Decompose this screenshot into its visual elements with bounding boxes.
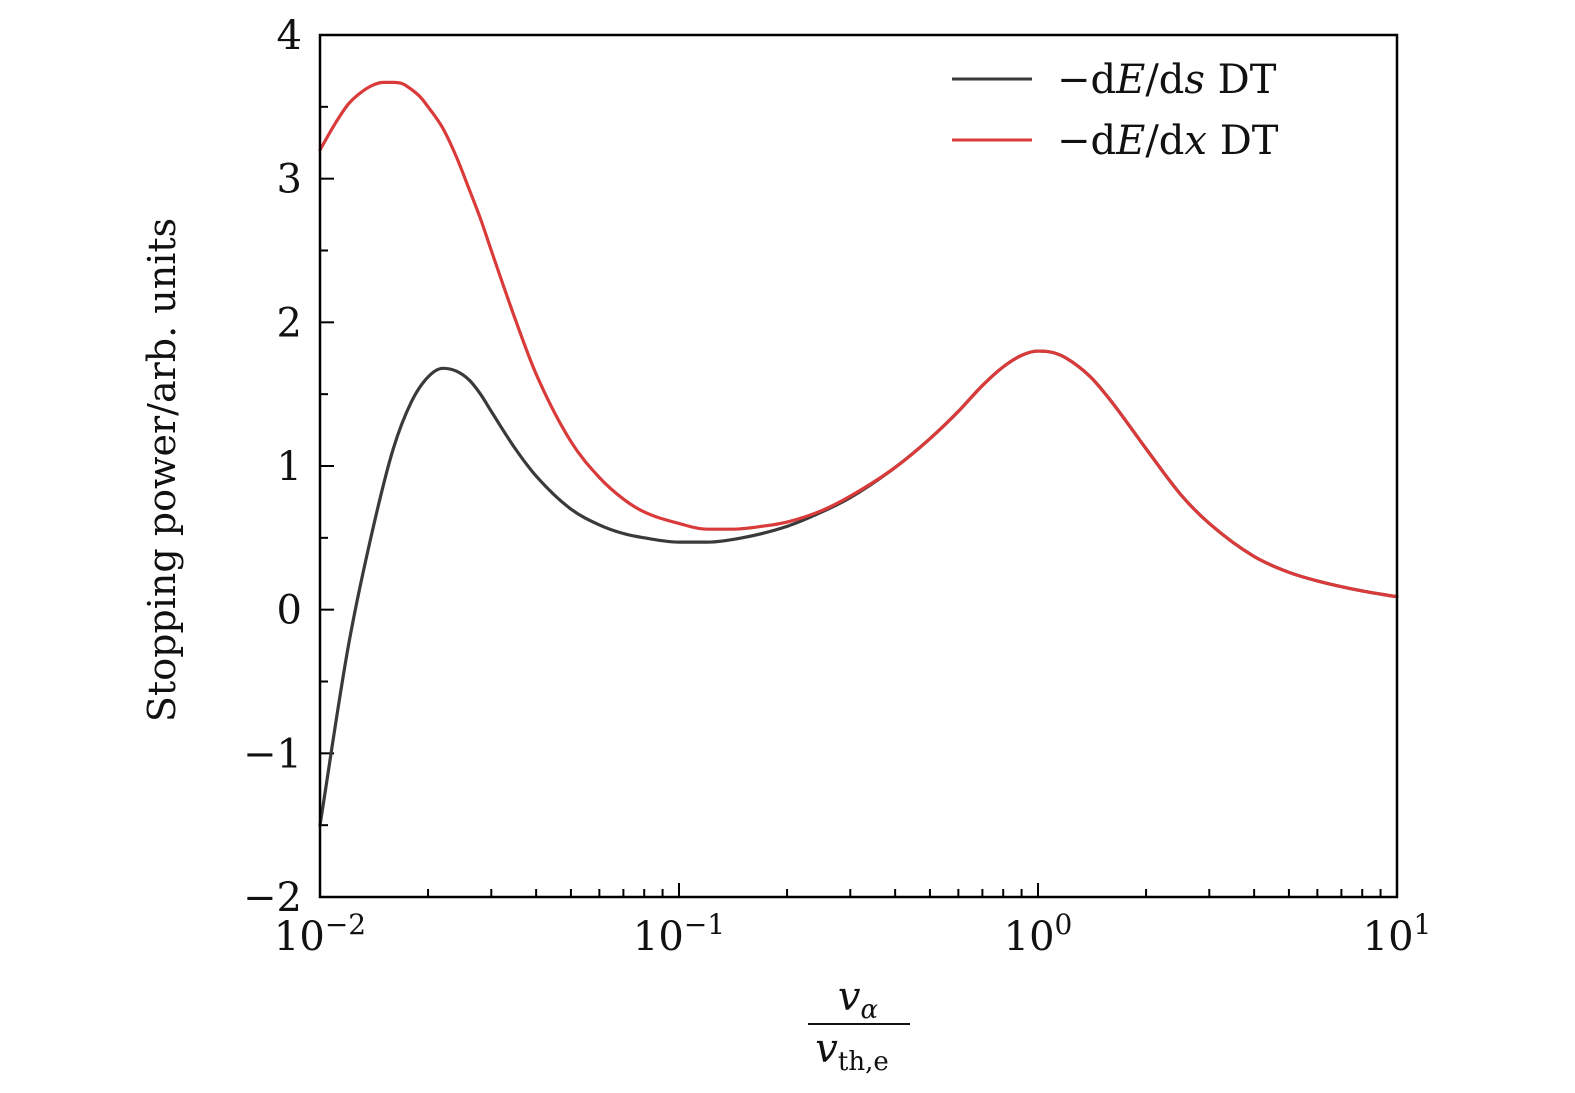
y-axis-label: Stopping power/arb. units (140, 218, 184, 722)
x-tick-label: 10−1 (633, 908, 725, 960)
y-tick-label: 3 (277, 157, 302, 203)
legend-dx-prefix: −d (1057, 118, 1116, 164)
x-label-denominator: v (815, 1026, 838, 1072)
y-tick-labels: −2 −1 0 1 2 3 4 (243, 13, 302, 921)
legend-ds-prefix: −d (1057, 57, 1116, 103)
x-tick-labels: 10−2 10−1 100 101 (274, 908, 1431, 960)
y-tick-label: 4 (277, 13, 302, 59)
series-line-ds (318, 349, 1399, 827)
plot-frame (318, 33, 1399, 899)
y-tick-label: 0 (277, 588, 302, 634)
legend-ds-var2: s (1184, 57, 1205, 103)
x-tick-label: 100 (1004, 908, 1073, 960)
y-tick-label: 1 (277, 444, 302, 490)
x-axis-label: vα vth,e (808, 974, 910, 1077)
legend-dx-suffix: DT (1207, 118, 1279, 164)
x-tick-label: 10−2 (274, 908, 366, 960)
x-label-numerator-sub: α (861, 995, 879, 1025)
y-tick-label: −1 (243, 731, 302, 777)
y-tick-label: −2 (243, 875, 302, 921)
series-layer (318, 80, 1399, 827)
legend-dx-var1: E (1115, 118, 1145, 164)
legend-item-dx: −dE/dx DT (952, 118, 1279, 164)
legend-dx-mid: /d (1145, 118, 1184, 164)
legend-ds-suffix: DT (1205, 57, 1277, 103)
svg-text:−dE/dx DT: −dE/dx DT (1057, 118, 1279, 164)
legend: −dE/ds DT −dE/dx DT (952, 57, 1279, 164)
x-label-numerator: v (838, 974, 861, 1020)
series-line-dx (318, 80, 1399, 599)
y-tick-label: 2 (277, 300, 302, 346)
legend-dx-var2: x (1184, 118, 1207, 164)
svg-text:vα: vα (838, 974, 879, 1025)
svg-text:−dE/ds DT: −dE/ds DT (1057, 57, 1277, 103)
legend-item-ds: −dE/ds DT (952, 57, 1277, 103)
x-tick-label: 101 (1363, 908, 1432, 960)
svg-text:vth,e: vth,e (815, 1026, 888, 1077)
legend-ds-mid: /d (1145, 57, 1184, 103)
legend-ds-var1: E (1115, 57, 1145, 103)
x-label-denominator-sub: th,e (838, 1047, 889, 1077)
axis-ticks (319, 34, 1398, 898)
